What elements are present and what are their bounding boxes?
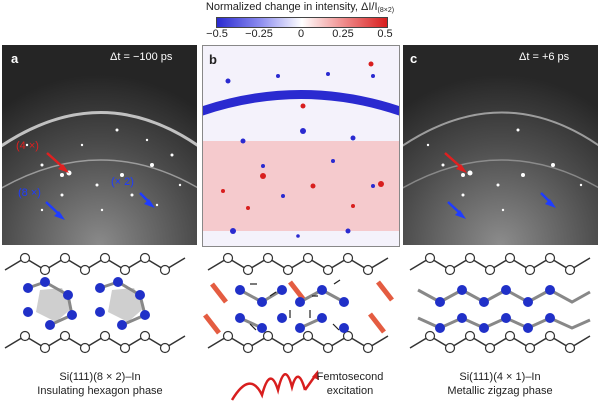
colorbar-tick: 0.25 xyxy=(332,28,354,40)
panel-c-label: c xyxy=(410,51,418,66)
panel-a-time-label: Δt = −100 ps xyxy=(110,51,173,63)
blue-arrow-label-right: (× 2) xyxy=(111,176,134,188)
blue-arrow-label-left: (8 ×) xyxy=(18,187,41,199)
colorbar-tick: 0.5 xyxy=(377,28,393,40)
diffraction-pattern-a xyxy=(0,45,218,245)
colorbar-tick: 0 xyxy=(297,28,305,40)
left-caption-line2: Insulating hexagon phase xyxy=(37,385,163,397)
laser-pulse xyxy=(230,370,319,401)
atomic-structure-diagrams xyxy=(4,252,591,401)
colorbar-tick: −0.25 xyxy=(245,28,273,40)
middle-caption-line2: excitation xyxy=(326,385,374,397)
zigzag-phase-structure xyxy=(409,252,591,354)
excitation-structure xyxy=(203,252,394,401)
colorbar-title-subscript: (8×2) xyxy=(377,7,395,14)
middle-caption-line1: Femtosecond xyxy=(316,371,384,383)
panel-b-label: b xyxy=(209,52,217,67)
difference-map-b xyxy=(181,46,421,246)
diffraction-pattern-c xyxy=(382,45,600,245)
left-caption-line1: Si(111)(8 × 2)–In xyxy=(59,371,141,383)
difference-map-panel-b: b xyxy=(181,45,421,247)
right-caption-line1: Si(111)(4 × 1)–In xyxy=(459,371,541,383)
red-arrow-label: (4 ×) xyxy=(16,140,39,152)
colorbar xyxy=(216,17,388,28)
right-caption-line2: Metallic zigzag phase xyxy=(447,385,553,397)
hexagon-phase-structure xyxy=(4,252,186,354)
diffraction-panel-a: a Δt = −100 ps (4 ×) (8 ×) (× 2) xyxy=(0,45,218,245)
colorbar-tick: −0.5 xyxy=(206,28,228,40)
panel-c-time-label: Δt = +6 ps xyxy=(519,51,570,63)
colorbar-title: Normalized change in intensity, ΔI/I(8×2… xyxy=(0,0,600,18)
colorbar-title-text: Normalized change in intensity, ΔI/I xyxy=(205,1,378,13)
diffraction-panel-c: c Δt = +6 ps xyxy=(382,45,600,245)
panel-a-label: a xyxy=(11,51,19,66)
